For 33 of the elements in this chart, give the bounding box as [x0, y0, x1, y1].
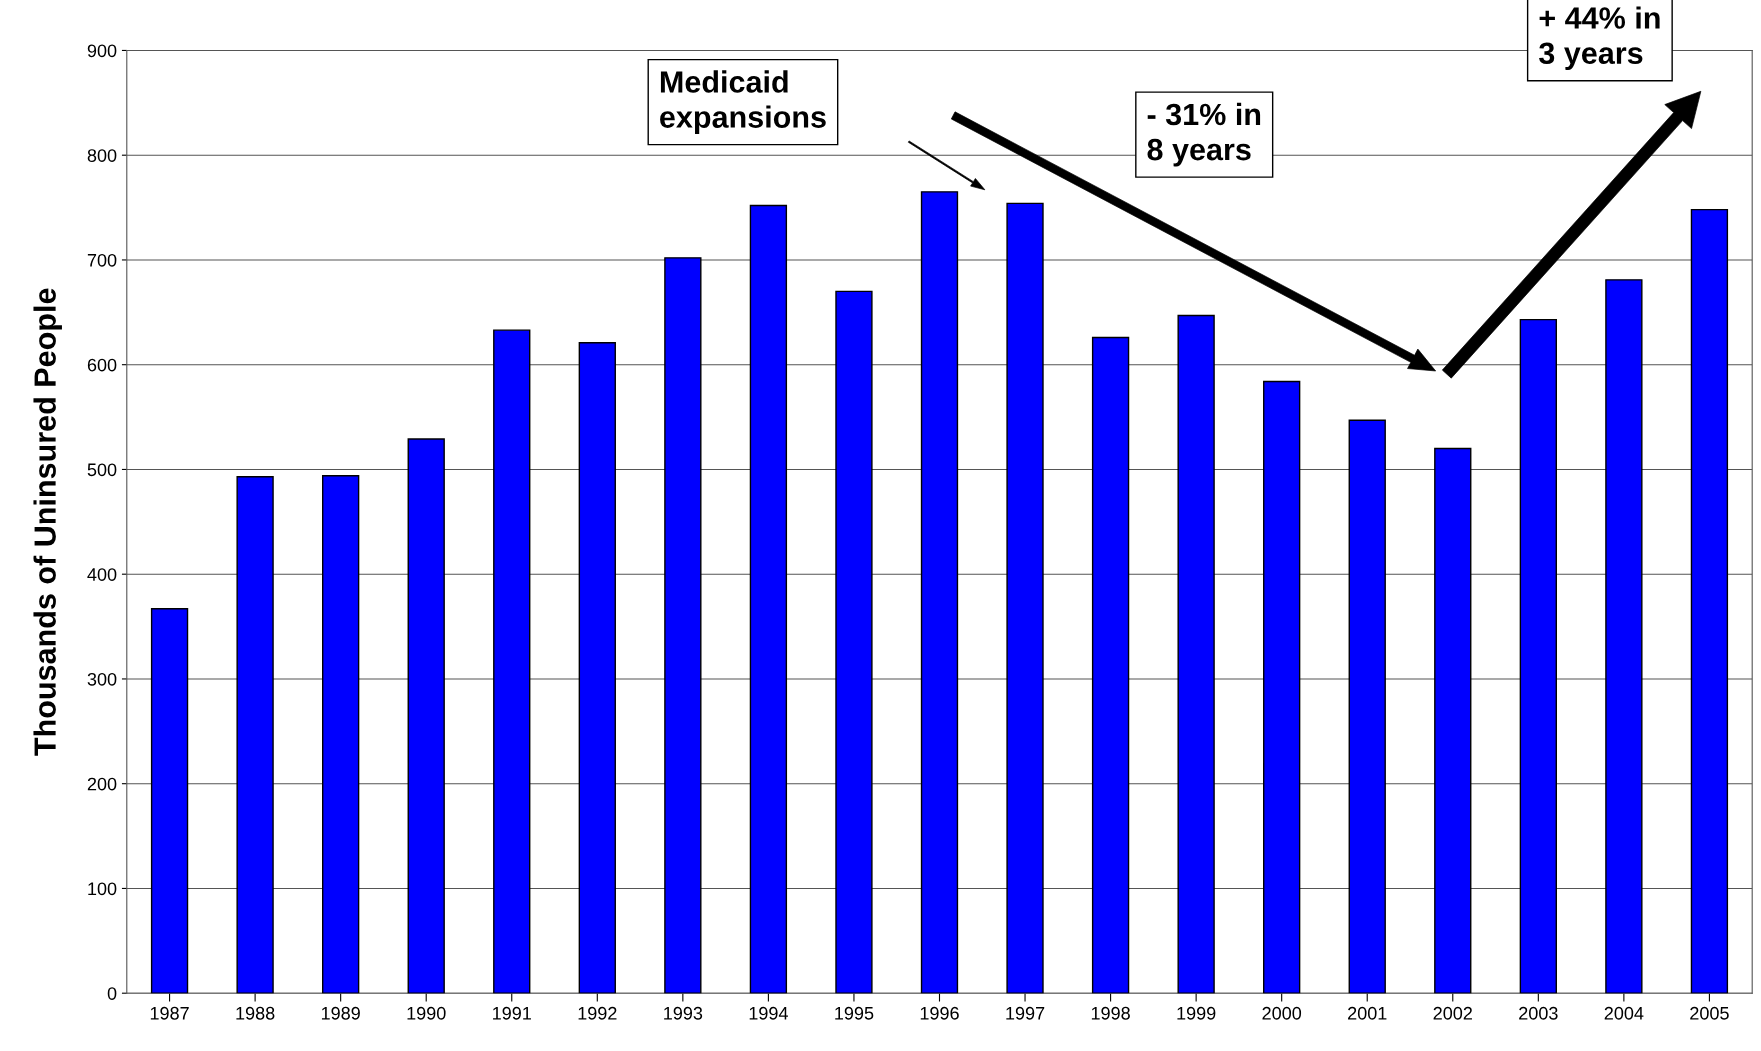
- x-tick-label: 1994: [749, 1006, 788, 1020]
- x-tick-label: 1988: [236, 1006, 275, 1020]
- y-tick-label: 600: [87, 358, 117, 372]
- x-tick-label: 1987: [150, 1006, 189, 1020]
- annotation: + 44% in 3 years: [1539, 6, 1660, 71]
- x-tick-label: 2000: [1262, 1006, 1302, 1020]
- x-tick-label: 1991: [493, 1006, 531, 1020]
- annotation: - 31% in 8 years: [1147, 102, 1261, 167]
- y-tick-label: 400: [87, 568, 117, 581]
- y-tick-label: 700: [87, 253, 117, 267]
- y-tick-label: 300: [87, 672, 117, 686]
- x-tick-label: 1999: [1177, 1006, 1216, 1020]
- x-tick-label: 1989: [321, 1006, 360, 1020]
- y-tick-label: 100: [88, 882, 117, 896]
- y-tick-label: 800: [87, 149, 117, 162]
- y-axis-title: Thousands of Uninsured People: [33, 288, 62, 756]
- x-tick-label: 1998: [1091, 1006, 1130, 1020]
- x-tick-label: 1997: [1006, 1006, 1045, 1020]
- x-tick-label: 2004: [1604, 1006, 1644, 1020]
- y-tick-label: 0: [107, 987, 117, 1000]
- x-tick-label: 1996: [920, 1006, 959, 1020]
- x-tick-label: 1990: [407, 1006, 446, 1020]
- x-tick-label: 1993: [664, 1006, 703, 1020]
- x-tick-label: 2003: [1519, 1006, 1558, 1020]
- x-tick-label: 2001: [1348, 1006, 1387, 1020]
- y-tick-label: 900: [87, 44, 117, 58]
- x-tick-label: 1995: [835, 1006, 874, 1020]
- y-tick-label: 200: [87, 777, 117, 791]
- y-tick-label: 500: [87, 463, 117, 477]
- x-tick-label: 2005: [1690, 1006, 1729, 1020]
- x-tick-label: 2002: [1433, 1006, 1472, 1020]
- x-tick-label: 1992: [578, 1006, 617, 1020]
- annotation: Medicaid expansions: [660, 70, 826, 134]
